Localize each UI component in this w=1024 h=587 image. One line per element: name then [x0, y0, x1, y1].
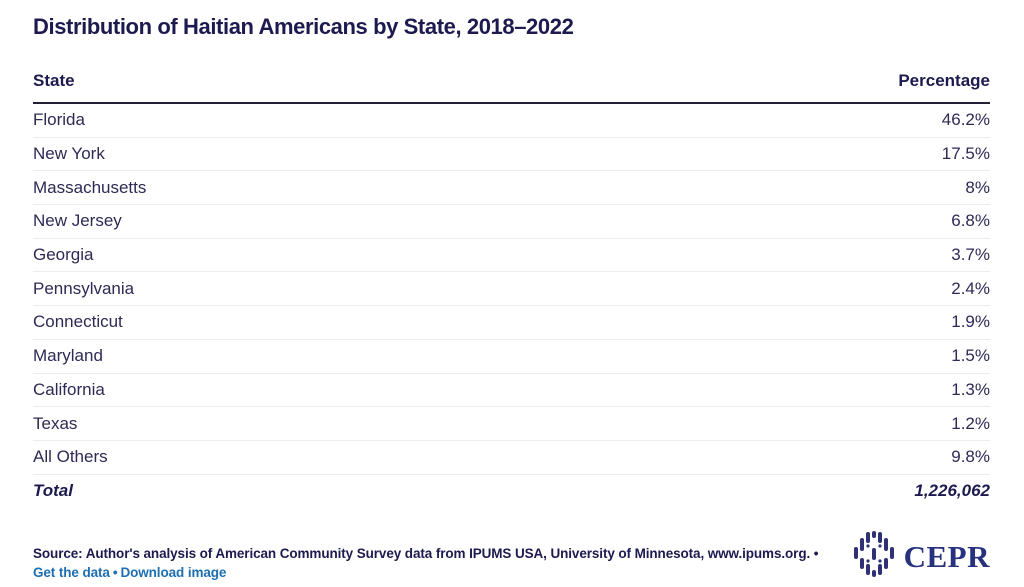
state-cell: Massachusetts — [33, 177, 147, 197]
column-header-state: State — [33, 71, 75, 90]
cepr-brand: CEPR — [853, 531, 990, 582]
percentage-cell: 9.8% — [951, 447, 990, 467]
table-row: Pennsylvania 2.4% — [33, 272, 990, 307]
table-total-row: Total 1,226,062 — [33, 475, 990, 509]
cepr-logo-icon — [853, 531, 898, 582]
state-cell: Georgia — [33, 245, 94, 265]
table-row: Texas 1.2% — [33, 407, 990, 441]
percentage-cell: 3.7% — [951, 245, 990, 265]
state-cell: California — [33, 379, 105, 399]
state-cell: New Jersey — [33, 211, 122, 231]
get-the-data-link[interactable]: Get the data — [33, 564, 110, 580]
state-cell: Texas — [33, 413, 78, 433]
table-body: Florida 46.2% New York 17.5% Massachuset… — [33, 104, 990, 475]
chart-title: Distribution of Haitian Americans by Sta… — [33, 14, 574, 39]
table-row: New York 17.5% — [33, 138, 990, 172]
column-header-percentage: Percentage — [898, 71, 990, 90]
state-cell: Pennsylvania — [33, 278, 135, 298]
link-separator: • — [112, 564, 118, 580]
total-label: Total — [33, 481, 73, 501]
percentage-cell: 1.2% — [951, 413, 990, 433]
percentage-cell: 8% — [965, 177, 990, 197]
percentage-cell: 46.2% — [941, 110, 990, 130]
figure-footer: Source: Author's analysis of American Co… — [33, 531, 990, 582]
table-row: Connecticut 1.9% — [33, 306, 990, 340]
cepr-logo-text: CEPR — [903, 539, 990, 574]
download-image-link[interactable]: Download image — [120, 564, 227, 580]
percentage-cell: 6.8% — [951, 211, 990, 231]
table-row: All Others 9.8% — [33, 441, 990, 475]
source-note: Source: Author's analysis of American Co… — [33, 545, 819, 561]
table-row: Massachusetts 8% — [33, 171, 990, 206]
state-cell: Florida — [33, 110, 85, 130]
state-cell: All Others — [33, 447, 108, 467]
percentage-cell: 1.3% — [951, 379, 990, 399]
footer-text-block: Source: Author's analysis of American Co… — [33, 545, 818, 582]
state-cell: New York — [33, 144, 105, 164]
table-header-row: State Percentage — [33, 71, 990, 104]
total-value: 1,226,062 — [914, 481, 990, 501]
percentage-cell: 1.5% — [951, 346, 990, 366]
percentage-cell: 1.9% — [951, 312, 990, 332]
table-row: New Jersey 6.8% — [33, 205, 990, 239]
table-row: Georgia 3.7% — [33, 239, 990, 273]
table-row: California 1.3% — [33, 374, 990, 408]
footer-links: Get the data • Download image — [33, 564, 818, 582]
percentage-cell: 2.4% — [951, 278, 990, 298]
state-cell: Maryland — [33, 346, 103, 366]
table-row: Maryland 1.5% — [33, 340, 990, 374]
table-row: Florida 46.2% — [33, 104, 990, 138]
state-cell: Connecticut — [33, 312, 123, 332]
percentage-cell: 17.5% — [941, 144, 990, 164]
